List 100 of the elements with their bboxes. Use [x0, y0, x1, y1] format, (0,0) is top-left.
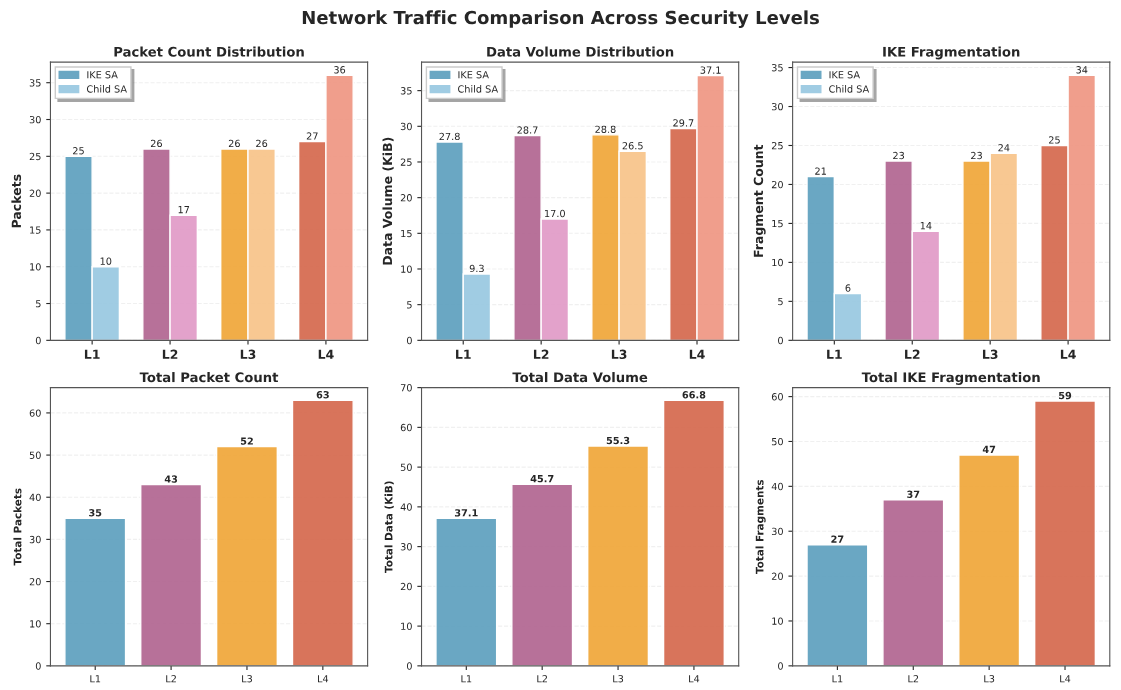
bar	[882, 499, 945, 666]
y-tick-label: 10	[772, 617, 783, 625]
y-axis-title: Fragment Count	[753, 144, 766, 257]
bar	[587, 445, 650, 666]
data-label: 34	[1076, 66, 1088, 74]
data-label: 26	[228, 139, 240, 148]
bar	[662, 399, 725, 666]
x-tick-label: L1	[461, 675, 472, 683]
x-tick-label: L2	[908, 675, 919, 683]
data-label: 55.3	[606, 436, 630, 445]
y-tick-label: 60	[400, 423, 412, 432]
x-tick-label: L4	[1060, 675, 1071, 683]
data-label: 10	[100, 257, 112, 265]
data-label: 9.3	[469, 264, 484, 273]
y-tick-label: 30	[400, 122, 412, 131]
y-tick-label: 0	[406, 662, 412, 670]
x-tick-label: L1	[456, 349, 471, 359]
x-tick-label: L2	[166, 675, 176, 683]
data-label: 27	[306, 132, 318, 140]
y-tick-label: 15	[401, 229, 412, 238]
x-tick-label: L3	[611, 349, 627, 360]
data-label: 29.7	[673, 119, 694, 127]
x-tick-label: L1	[84, 349, 100, 359]
data-label: 17.0	[545, 209, 565, 218]
y-tick-label: 20	[29, 578, 41, 586]
data-label: 47	[982, 445, 996, 453]
y-axis-title: Total Packets	[13, 488, 22, 566]
legend-label: Child SA	[829, 85, 870, 93]
x-tick-label: L3	[242, 675, 252, 683]
data-label: 17	[178, 206, 190, 214]
y-axis-title: Data Volume (KiB)	[382, 137, 394, 265]
y-tick-label: 20	[29, 189, 41, 197]
data-label: 45.7	[530, 475, 554, 483]
y-tick-label: 5	[778, 297, 783, 306]
x-tick-label: L4	[689, 349, 705, 359]
data-label: 14	[920, 222, 932, 230]
y-axis-title: Total Fragments	[755, 479, 766, 575]
data-label: 25	[73, 147, 84, 155]
y-tick-label: 30	[29, 115, 41, 124]
text: Network Traffic Comparison Across Security Levels	[302, 10, 819, 28]
y-axis-title: Packets	[11, 174, 22, 228]
chart-title: Data Volume Distribution	[487, 46, 674, 57]
chart-title: Total Packet Count	[139, 372, 279, 383]
x-tick-label: L4	[689, 675, 700, 683]
chart-title: Total Data Volume	[512, 372, 648, 383]
y-tick-label: 25	[400, 158, 412, 166]
y-tick-label: 15	[772, 220, 783, 228]
y-tick-label: 35	[29, 79, 41, 87]
x-tick-label: L1	[827, 349, 842, 359]
data-label: 21	[815, 167, 826, 175]
y-tick-label: 60	[771, 393, 783, 401]
y-tick-label: 10	[772, 258, 783, 267]
chart-title: Packet Count Distribution	[114, 46, 304, 57]
y-tick-label: 20	[771, 180, 783, 189]
y-tick-label: 20	[771, 572, 783, 580]
bar	[806, 543, 869, 666]
bar	[435, 517, 498, 666]
y-tick-label: 5	[35, 300, 41, 308]
y-tick-label: 15	[30, 226, 41, 234]
y-tick-label: 0	[35, 662, 41, 670]
bar	[140, 483, 203, 666]
data-label: 27.8	[439, 132, 460, 141]
x-tick-label: L2	[533, 349, 549, 359]
legend-label: Child SA	[86, 85, 127, 93]
data-label: 63	[316, 391, 329, 399]
y-tick-label: 40	[400, 503, 412, 511]
bar	[958, 454, 1021, 666]
data-label: 37.1	[454, 509, 478, 517]
y-tick-label: 40	[771, 482, 783, 491]
data-label: 27	[831, 535, 844, 543]
data-label: 23	[893, 151, 905, 160]
y-tick-label: 25	[771, 141, 783, 150]
data-label: 37.1	[700, 66, 721, 74]
bar	[1033, 400, 1097, 666]
x-tick-label: L1	[90, 675, 101, 683]
y-tick-label: 60	[29, 409, 41, 417]
data-label: 37	[907, 490, 920, 498]
x-tick-label: L3	[984, 675, 995, 683]
x-tick-label: L4	[318, 349, 334, 359]
data-label: 24	[998, 144, 1010, 152]
x-tick-label: L3	[982, 349, 998, 360]
data-label: 26.5	[622, 142, 643, 150]
y-tick-label: 5	[407, 301, 412, 309]
y-tick-label: 0	[35, 336, 41, 345]
data-label: 26	[150, 139, 162, 148]
x-tick-label: L2	[537, 675, 548, 683]
data-label: 6	[845, 284, 851, 292]
y-tick-label: 10	[401, 622, 412, 630]
y-tick-label: 40	[29, 493, 41, 502]
y-axis-title: Total Data (KiB)	[384, 481, 394, 573]
data-label: 23	[971, 151, 982, 160]
bar	[291, 399, 354, 666]
data-label: 28.8	[595, 125, 616, 133]
chart-title: IKE Fragmentation	[883, 46, 1020, 60]
data-label: 52	[240, 437, 253, 445]
x-tick-label: L4	[318, 675, 329, 683]
y-tick-label: 10	[30, 620, 41, 628]
y-tick-label: 35	[771, 64, 783, 72]
legend-label: IKE SA	[829, 71, 860, 79]
y-tick-label: 10	[30, 263, 41, 271]
